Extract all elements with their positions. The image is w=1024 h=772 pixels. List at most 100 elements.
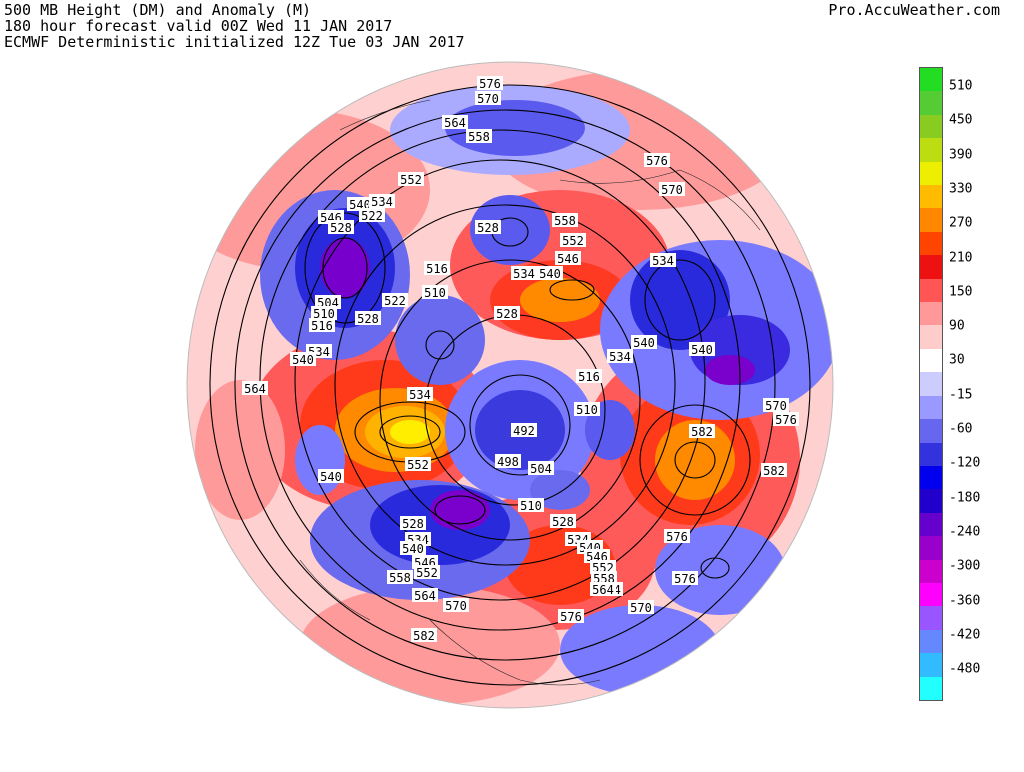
contour-label: 564 [242, 381, 268, 396]
contour-label: 534 [511, 266, 537, 281]
colorbar-label: -420 [949, 627, 981, 643]
colorbar-segment [920, 278, 942, 303]
contour-label-text: 528 [402, 517, 424, 531]
contour-label: 504 [528, 461, 554, 476]
colorbar-segment [920, 419, 942, 444]
contour-label-bg [550, 514, 576, 528]
colorbar-segment [920, 629, 942, 654]
colorbar-segment [920, 676, 942, 701]
contour-label-bg [537, 266, 563, 280]
contour-label-bg [424, 261, 450, 275]
colorbar-segment [920, 161, 942, 186]
contour-label: 540 [689, 342, 715, 357]
colorbar-segment [920, 395, 942, 420]
colorbar-segment [920, 325, 942, 350]
contour-label: 552 [414, 565, 440, 580]
contour-label: 546 [555, 251, 581, 266]
colorbar-label: 150 [949, 284, 973, 300]
contour-label-text: 528 [496, 307, 518, 321]
contour-label-text: 522 [384, 294, 406, 308]
contour-label-text: 510 [520, 499, 542, 513]
contour-label-bg [607, 349, 633, 363]
contour-label: 528 [355, 311, 381, 326]
contour-label: 570 [628, 600, 654, 615]
contour-label-bg [628, 600, 654, 614]
map-title: 500 MB Height (DM) and Anomaly (M) [4, 1, 312, 19]
colorbar-label: -240 [949, 524, 981, 540]
contour-label-text: 576 [666, 530, 688, 544]
contour-label-bg [528, 461, 554, 475]
contour-label: 540 [400, 541, 426, 556]
anomaly-colorbar [919, 67, 943, 701]
contour-label-text: 564 [592, 583, 614, 597]
contour-label-bg [347, 197, 373, 211]
contour-label-text: 528 [330, 221, 352, 235]
contour-label: 552 [560, 233, 586, 248]
colorbar-label: 210 [949, 250, 973, 265]
contour-label-text: 534 [371, 195, 393, 209]
contour-label-text: 540 [633, 336, 655, 350]
contour-label-text: 564 [444, 116, 466, 130]
contour-label-text: 570 [477, 92, 499, 106]
contour-label-bg [290, 352, 316, 366]
contour-label-bg [494, 306, 520, 320]
hemisphere-border [186, 61, 834, 709]
contour-label-bg [761, 463, 787, 477]
contour-label: 534 [650, 253, 676, 268]
contour-label: 516 [424, 261, 450, 276]
contour-label-bg [382, 293, 408, 307]
contour-label: 576 [477, 76, 503, 91]
contour-label-text: 540 [320, 470, 342, 484]
contour-label-text: 558 [554, 214, 576, 228]
contour-label-bg [650, 253, 676, 267]
contour-label: 510 [518, 498, 544, 513]
contour-label-text: 534 [409, 388, 431, 402]
contour-label: 552 [398, 172, 424, 187]
contour-label-text: 516 [311, 319, 333, 333]
contour-label-bg [558, 609, 584, 623]
contour-label-bg [552, 213, 578, 227]
contour-label: 534 [407, 387, 433, 402]
anomaly-field [187, 62, 833, 708]
contour-label-bg [359, 208, 385, 222]
contour-label: 522 [382, 293, 408, 308]
contour-label-text: 564 [244, 382, 266, 396]
contour-label: 558 [387, 570, 413, 585]
colorbar-label: -480 [949, 661, 981, 677]
colorbar-label: 270 [949, 215, 973, 231]
contour-label-text: 552 [416, 566, 438, 580]
contour-label-text: 510 [576, 403, 598, 417]
contour-label-text: 504 [530, 462, 552, 476]
colorbar-segment [920, 559, 942, 584]
contour-label-text: 528 [477, 221, 499, 235]
colorbar-label: -60 [949, 421, 973, 437]
contour-label: 510 [422, 285, 448, 300]
contour-label-text: 534 [652, 254, 674, 268]
contour-label-bg [398, 172, 424, 186]
contour-label-text: 558 [389, 571, 411, 585]
contour-label: 564 [590, 582, 616, 597]
contour-label-bg [407, 387, 433, 401]
forecast-valid-line: 180 hour forecast valid 00Z Wed 11 JAN 2… [4, 17, 393, 35]
contour-label-text: 516 [578, 370, 600, 384]
colorbar-segment [920, 372, 942, 397]
contour-label: 582 [761, 463, 787, 478]
contour-label: 528 [475, 220, 501, 235]
colorbar-label: 510 [949, 78, 973, 94]
contour-label-bg [555, 251, 581, 265]
contour-label-bg [773, 412, 799, 426]
contour-label: 576 [773, 412, 799, 427]
contour-label-text: 534 [609, 350, 631, 364]
contour-label: 522 [359, 208, 385, 223]
contour-label: 492 [511, 423, 537, 438]
contour-label-text: 528 [552, 515, 574, 529]
contour-label-bg [318, 469, 344, 483]
contour-label-bg [591, 571, 617, 585]
contour-label-bg [443, 598, 469, 612]
contour-label: 540 [318, 469, 344, 484]
contour-label-text: 546 [557, 252, 579, 266]
contour-label-bg [511, 266, 537, 280]
